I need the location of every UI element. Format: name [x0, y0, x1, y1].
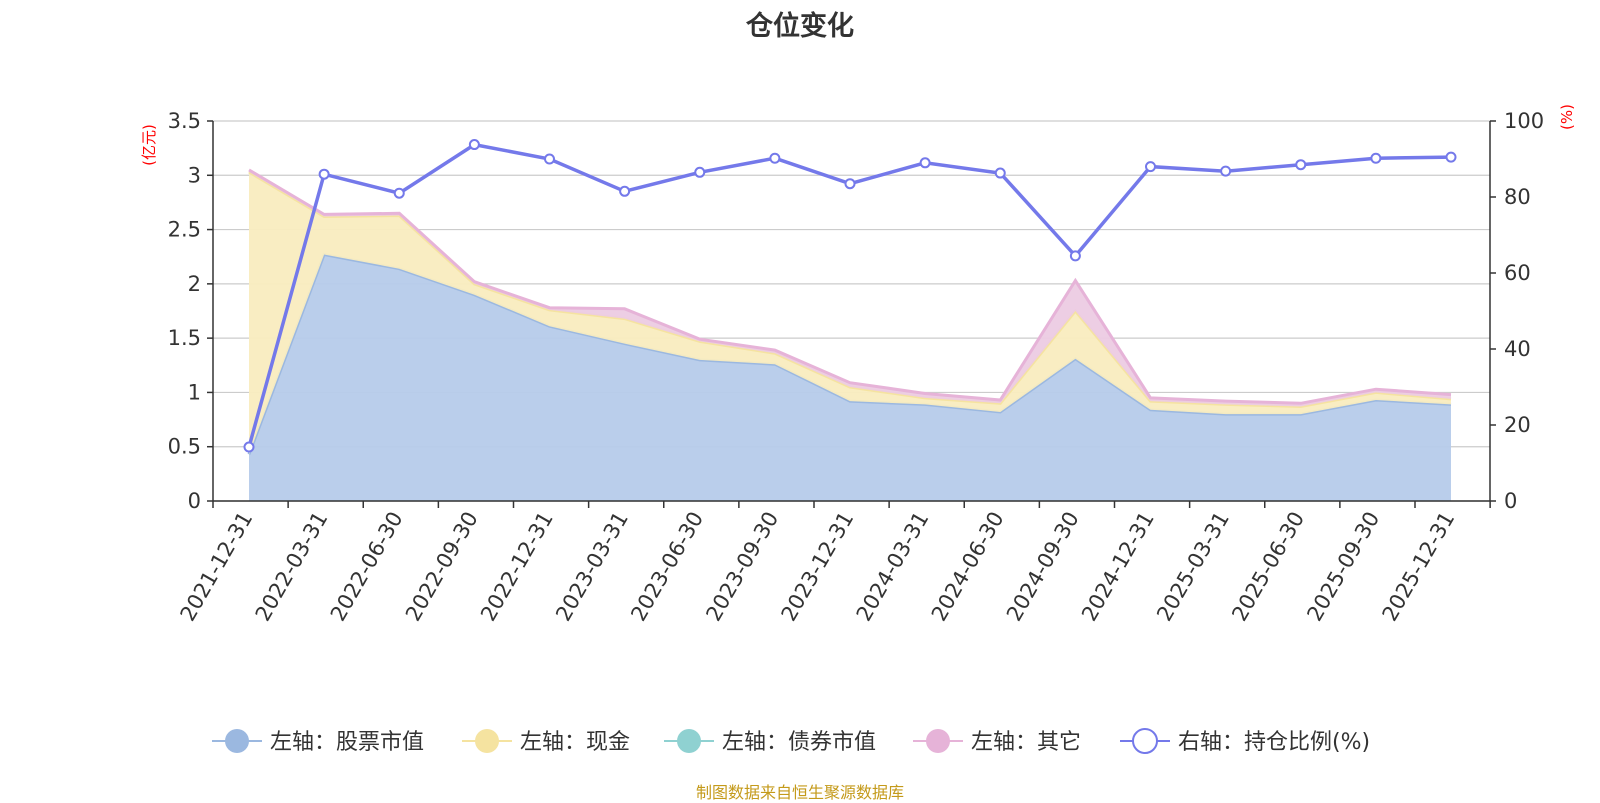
ratio-point — [1069, 250, 1081, 262]
x-axis-tick-label: 2022-03-31 — [251, 508, 333, 626]
ratio-point — [1145, 161, 1156, 173]
left-axis-tick-label: 3.5 — [168, 109, 201, 133]
right-axis-tick-label: 80 — [1504, 185, 1531, 209]
left-axis-tick-label: 0 — [188, 489, 201, 513]
left-axis-tick-label: 2.5 — [168, 218, 201, 242]
x-axis-tick-label: 2024-06-30 — [927, 508, 1009, 626]
x-axis-tick-label: 2023-09-30 — [701, 508, 783, 626]
x-axis-tick-label: 2023-06-30 — [626, 508, 708, 626]
ratio-point — [619, 185, 631, 197]
ratio-point — [844, 178, 856, 190]
ratio-point — [769, 152, 781, 164]
x-axis-tick-label: 2025-09-30 — [1302, 508, 1384, 626]
x-axis-tick-label: 2024-09-30 — [1002, 508, 1084, 626]
left-axis-unit: (亿元) — [140, 124, 158, 166]
ratio-point — [694, 166, 706, 178]
ratio-point — [318, 168, 330, 180]
source-note: 制图数据来自恒生聚源数据库 — [695, 783, 904, 802]
left-axis-tick-label: 1.5 — [168, 326, 201, 350]
x-axis-tick-label: 2023-03-31 — [551, 508, 633, 626]
left-axis-tick-label: 2 — [188, 272, 201, 296]
legend-item-label: 左轴：现金 — [520, 730, 630, 755]
area-左轴：现金 — [249, 172, 1451, 455]
legend-item-label: 左轴：其它 — [971, 730, 1081, 755]
ratio-point — [243, 441, 255, 453]
legend-swatch-marker — [475, 729, 499, 753]
right-axis-tick-label: 20 — [1504, 413, 1531, 437]
x-axis-tick-label: 2022-12-31 — [476, 508, 558, 626]
ratio-point — [393, 187, 405, 199]
x-axis-tick-label: 2022-09-30 — [401, 508, 483, 626]
x-axis-tick-label: 2024-03-31 — [852, 508, 934, 626]
legend-item-label: 左轴：股票市值 — [270, 730, 424, 755]
x-axis-tick-label: 2022-06-30 — [326, 508, 408, 626]
right-axis-tick-label: 0 — [1504, 489, 1517, 513]
right-axis-tick-label: 60 — [1504, 261, 1531, 285]
right-axis-unit: (%) — [1558, 104, 1576, 130]
ratio-point — [994, 167, 1006, 179]
x-axis-tick-label: 2025-03-31 — [1152, 508, 1234, 626]
legend-swatch-marker — [677, 729, 701, 753]
legend: 左轴：股票市值 左轴：现金 左轴：债券市值 左轴：其它 右轴：持仓比例(%) — [212, 728, 1370, 755]
area-edge-左轴：其它 — [248, 168, 1452, 405]
right-axis-tick-label: 40 — [1504, 337, 1531, 361]
legend-swatch-marker — [926, 729, 950, 753]
legend-item-label: 左轴：债券市值 — [722, 730, 876, 755]
stacked-areas — [247, 168, 1452, 501]
right-axis-tick-label: 100 — [1504, 109, 1544, 133]
left-axis-tick-label: 0.5 — [168, 435, 201, 459]
ratio-point — [468, 139, 480, 151]
ratio-point — [1370, 152, 1382, 164]
area-左轴：股票市值 — [249, 254, 1451, 501]
ratio-point — [544, 153, 555, 165]
x-axis-tick-label: 2023-12-31 — [777, 508, 859, 626]
x-axis-tick-label: 2024-12-31 — [1077, 508, 1159, 626]
x-axis-tick-label: 2025-06-30 — [1227, 508, 1309, 626]
ratio-point — [919, 157, 931, 169]
ratio-point — [1295, 159, 1307, 171]
legend-item-label: 右轴：持仓比例(%) — [1178, 730, 1370, 755]
ratio-point — [1445, 151, 1457, 163]
x-axis-tick-label: 2025-12-31 — [1378, 508, 1460, 626]
left-axis-tick-label: 1 — [188, 380, 201, 404]
legend-swatch-marker — [1132, 728, 1158, 754]
x-axis-tick-label: 2021-12-31 — [176, 508, 258, 626]
chart-title: 仓位变化 — [746, 11, 854, 42]
ratio-point — [1220, 165, 1232, 177]
left-axis-tick-label: 3 — [188, 163, 201, 187]
legend-swatch-marker — [225, 729, 249, 753]
ratio-line — [243, 139, 1457, 453]
